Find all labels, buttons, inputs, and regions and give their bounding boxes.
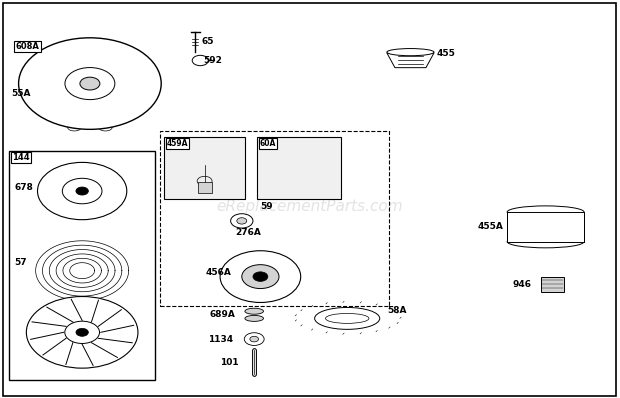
Ellipse shape (507, 206, 584, 218)
Bar (160, 131, 389, 306)
Text: 608A: 608A (16, 42, 40, 51)
Text: 455: 455 (436, 49, 455, 58)
Text: 55A: 55A (11, 89, 30, 98)
Text: eReplacementParts.com: eReplacementParts.com (216, 199, 404, 215)
Ellipse shape (27, 78, 57, 89)
Circle shape (19, 38, 161, 129)
Circle shape (76, 328, 89, 336)
Circle shape (65, 68, 115, 100)
Circle shape (65, 321, 99, 343)
Ellipse shape (245, 315, 264, 322)
Bar (257, 137, 341, 199)
Bar (507, 212, 584, 242)
Text: 946: 946 (513, 280, 532, 289)
Text: 1134: 1134 (208, 335, 234, 343)
Ellipse shape (326, 314, 369, 323)
Bar (164, 137, 245, 199)
Text: 101: 101 (220, 358, 239, 367)
Text: 456A: 456A (206, 268, 232, 277)
Ellipse shape (387, 49, 434, 56)
Circle shape (220, 251, 301, 302)
Circle shape (231, 214, 253, 228)
Bar (198, 182, 212, 193)
Ellipse shape (99, 124, 112, 131)
Circle shape (253, 272, 268, 281)
Text: 65: 65 (202, 37, 214, 46)
Circle shape (27, 297, 138, 368)
Ellipse shape (44, 54, 68, 70)
Circle shape (38, 162, 126, 220)
Text: 60A: 60A (260, 139, 276, 148)
Text: 276A: 276A (236, 228, 262, 236)
Circle shape (242, 265, 279, 289)
Ellipse shape (315, 307, 379, 330)
Circle shape (244, 333, 264, 345)
Ellipse shape (507, 236, 584, 248)
Circle shape (62, 178, 102, 204)
Polygon shape (291, 161, 311, 191)
Text: 689A: 689A (210, 310, 236, 319)
Ellipse shape (123, 78, 153, 89)
Text: 59: 59 (260, 203, 272, 211)
Text: 144: 144 (12, 153, 30, 162)
Text: 678: 678 (14, 183, 33, 191)
Ellipse shape (82, 105, 97, 124)
Circle shape (76, 187, 89, 195)
Text: 592: 592 (203, 56, 222, 65)
Ellipse shape (44, 98, 68, 113)
Ellipse shape (245, 308, 264, 314)
Text: 58A: 58A (388, 306, 407, 315)
Circle shape (192, 55, 208, 66)
Circle shape (80, 77, 100, 90)
Circle shape (250, 336, 259, 342)
Text: 455A: 455A (477, 222, 503, 231)
Ellipse shape (112, 54, 136, 70)
Circle shape (237, 218, 247, 224)
Polygon shape (267, 161, 286, 191)
Ellipse shape (82, 43, 97, 62)
Text: 57: 57 (14, 258, 27, 267)
Text: 459A: 459A (167, 139, 188, 148)
Bar (541, 277, 564, 292)
Bar (9, 151, 155, 380)
Ellipse shape (68, 124, 81, 131)
Ellipse shape (112, 98, 136, 113)
Polygon shape (387, 53, 434, 68)
